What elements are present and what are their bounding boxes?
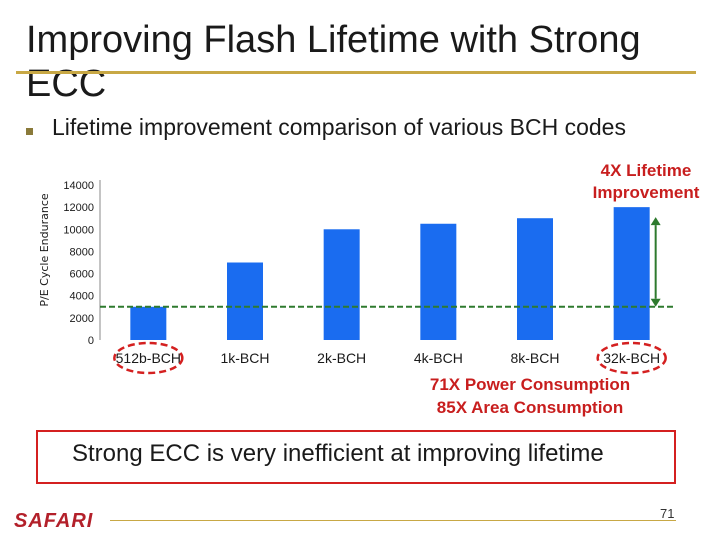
y-tick-label: 10000: [63, 224, 94, 236]
arrow-head-down: [650, 298, 661, 307]
x-tick-label: 512b-BCH: [116, 350, 181, 366]
bullet-text: Lifetime improvement comparison of vario…: [52, 114, 626, 140]
arrow-head-up: [650, 217, 661, 226]
conclusion-box: [36, 430, 676, 484]
y-tick-label: 4000: [70, 291, 94, 303]
page-number: 71: [660, 506, 675, 521]
title-divider: [16, 71, 696, 74]
annotation-area: 85X Area Consumption: [437, 398, 623, 417]
bar: [227, 262, 263, 340]
y-tick-label: 2000: [70, 313, 94, 325]
y-tick-label: 12000: [63, 202, 94, 214]
x-tick-label: 2k-BCH: [317, 350, 366, 366]
bar: [613, 207, 650, 340]
bullet-icon: [26, 128, 33, 135]
annotation-power: 71X Power Consumption: [430, 375, 630, 394]
annotation-lifetime-line2: Improvement: [593, 183, 700, 202]
highlight-circle: [596, 341, 667, 375]
y-axis-label: P/E Cycle Endurance: [38, 193, 51, 307]
bar: [420, 223, 457, 340]
annotation-lifetime-line1: 4X Lifetime: [601, 161, 692, 180]
conclusion-text: Strong ECC is very inefficient at improv…: [72, 440, 604, 467]
slide-title: Improving Flash Lifetime with Strong ECC: [26, 19, 641, 105]
bar: [323, 229, 360, 340]
y-tick-label: 14000: [63, 180, 94, 192]
bar: [130, 306, 167, 340]
x-tick-label: 8k-BCH: [510, 350, 559, 366]
y-tick-label: 0: [88, 335, 94, 347]
bar: [517, 218, 553, 340]
x-tick-label: 32k-BCH: [603, 350, 660, 366]
footer-divider: [110, 520, 676, 521]
highlight-circle: [113, 341, 184, 375]
safari-logo: SAFARI: [14, 510, 94, 532]
y-tick-label: 8000: [70, 246, 94, 258]
x-tick-label: 1k-BCH: [220, 350, 269, 366]
x-tick-label: 4k-BCH: [414, 350, 463, 366]
y-tick-label: 6000: [70, 269, 94, 281]
